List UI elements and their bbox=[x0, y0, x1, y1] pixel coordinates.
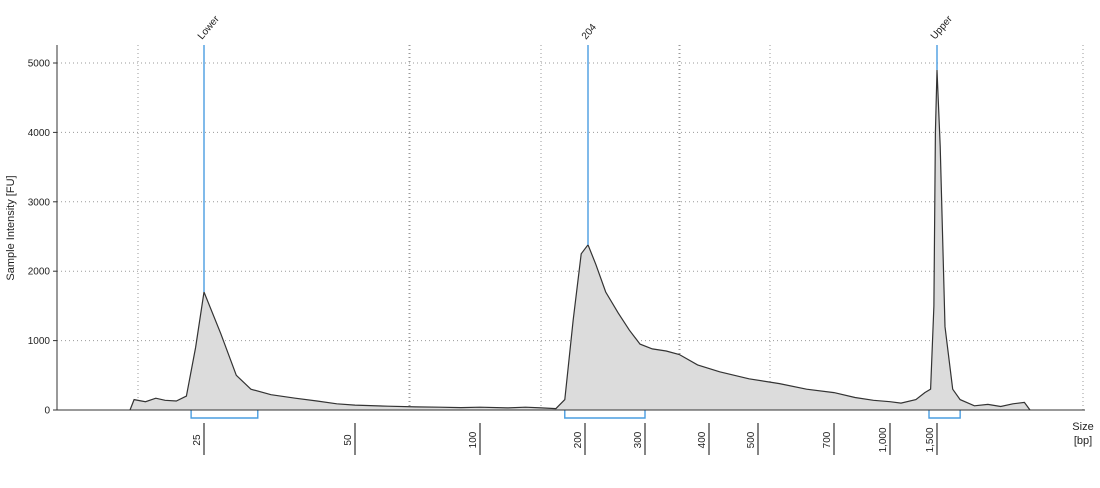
y-tick-label: 5000 bbox=[28, 59, 51, 70]
x-tick-label: 200 bbox=[573, 431, 584, 448]
x-tick-label: 700 bbox=[822, 431, 833, 448]
x-tick-label: 1,500 bbox=[925, 427, 936, 452]
size-markers: Lower 204 Upper bbox=[196, 13, 955, 293]
x-tick-label: 500 bbox=[746, 431, 757, 448]
x-axis-title-size: Size bbox=[1072, 421, 1093, 433]
marker-label: Upper bbox=[929, 13, 955, 41]
y-tick-label: 3000 bbox=[28, 197, 51, 208]
marker-label: 204 bbox=[580, 22, 599, 42]
grid bbox=[57, 45, 1085, 410]
trace-fill bbox=[130, 69, 1030, 411]
y-tick-label: 0 bbox=[44, 406, 50, 417]
x-tick-label: 1,000 bbox=[878, 427, 889, 452]
marker-label: Lower bbox=[196, 13, 222, 41]
y-tick-label: 1000 bbox=[28, 336, 51, 347]
x-tick-label: 100 bbox=[468, 431, 479, 448]
x-tick-label: 50 bbox=[343, 434, 354, 446]
x-tick-label: 300 bbox=[633, 431, 644, 448]
y-axis-title: Sample Intensity [FU] bbox=[5, 175, 17, 280]
x-tick-label: 25 bbox=[192, 434, 203, 446]
y-tick-label: 4000 bbox=[28, 128, 51, 139]
x-tick-label: 400 bbox=[697, 431, 708, 448]
trace-line bbox=[129, 69, 1031, 411]
trace-area bbox=[129, 69, 1031, 411]
x-axis-title-unit: [bp] bbox=[1074, 435, 1092, 447]
y-tick-label: 2000 bbox=[28, 267, 51, 278]
